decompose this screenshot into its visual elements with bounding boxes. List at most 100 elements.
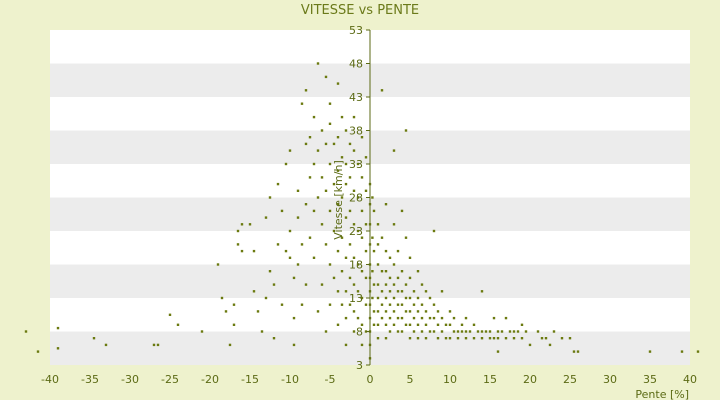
x-tick-label: 15: [483, 373, 497, 386]
data-point: [416, 310, 420, 313]
x-tick-label: -25: [161, 373, 179, 386]
data-point: [384, 203, 388, 206]
data-point: [520, 337, 524, 340]
data-point: [344, 343, 348, 347]
data-point: [156, 343, 160, 347]
data-point: [336, 82, 340, 85]
data-point: [336, 290, 340, 293]
data-point: [396, 303, 400, 306]
data-point: [252, 290, 256, 293]
data-point: [404, 296, 408, 300]
data-point: [280, 209, 284, 213]
data-point: [464, 316, 468, 320]
data-point: [416, 270, 420, 273]
data-point: [320, 283, 324, 286]
data-point: [320, 129, 324, 132]
data-point: [396, 316, 400, 320]
data-point: [344, 216, 348, 219]
x-tick-label: -35: [81, 373, 99, 386]
data-point: [240, 223, 244, 226]
data-point: [440, 316, 444, 320]
x-tick-label: -30: [121, 373, 139, 386]
data-point: [432, 229, 436, 233]
data-point: [392, 310, 396, 313]
data-point: [356, 196, 360, 199]
data-point: [316, 310, 320, 313]
data-point: [344, 290, 348, 293]
data-point: [408, 296, 412, 300]
data-point: [312, 115, 316, 119]
data-point: [460, 330, 464, 333]
data-point: [452, 316, 456, 320]
data-point: [324, 75, 328, 79]
data-point: [408, 323, 412, 326]
data-point: [396, 290, 400, 293]
data-point: [288, 229, 292, 233]
data-point: [384, 283, 388, 286]
data-point: [388, 276, 392, 280]
data-point: [428, 330, 432, 333]
data-point: [356, 229, 360, 233]
data-point: [476, 330, 480, 333]
data-point: [380, 290, 384, 293]
data-point: [371, 196, 374, 199]
data-point: [316, 62, 320, 65]
data-point: [416, 296, 420, 300]
data-point: [288, 149, 292, 152]
data-point: [400, 316, 404, 320]
data-point: [428, 316, 432, 320]
data-point: [364, 156, 368, 159]
data-point: [320, 223, 324, 226]
data-point: [392, 223, 396, 226]
y-tick-label: 18: [349, 259, 363, 272]
data-point: [376, 296, 380, 300]
data-point: [376, 243, 380, 246]
y-tick-label: 43: [349, 91, 363, 104]
data-point: [376, 337, 380, 340]
data-point: [400, 303, 404, 306]
data-point: [336, 169, 340, 172]
data-point: [360, 343, 364, 347]
data-point: [364, 189, 368, 192]
y-tick-label: 33: [349, 158, 363, 171]
data-point: [340, 236, 344, 239]
data-point: [356, 162, 360, 166]
data-point: [500, 330, 504, 333]
data-point: [304, 283, 308, 286]
data-point: [472, 337, 476, 340]
data-point: [364, 303, 368, 306]
data-point: [404, 129, 408, 132]
data-point: [176, 323, 180, 326]
data-point: [496, 350, 500, 353]
x-tick-label: 25: [563, 373, 577, 386]
data-point: [544, 337, 548, 340]
data-point: [316, 149, 320, 152]
data-point: [384, 337, 388, 340]
data-point: [336, 203, 340, 206]
data-point: [384, 249, 388, 253]
data-point: [540, 337, 544, 340]
data-point: [380, 303, 384, 306]
data-point: [360, 176, 364, 179]
data-point: [324, 330, 328, 333]
data-point: [388, 330, 392, 333]
x-tick-label: 40: [683, 373, 697, 386]
data-point: [216, 263, 220, 266]
data-point: [348, 276, 352, 280]
data-point: [408, 276, 412, 280]
data-point: [220, 296, 224, 300]
data-point: [344, 256, 348, 259]
data-point: [371, 270, 374, 273]
data-point: [396, 330, 400, 333]
data-point: [560, 337, 564, 340]
data-point: [56, 326, 60, 330]
data-point: [264, 296, 268, 300]
x-tick-label: -5: [325, 373, 336, 386]
data-point: [496, 330, 500, 333]
data-point: [404, 323, 408, 326]
data-point: [168, 313, 172, 316]
data-point: [396, 249, 400, 253]
data-point: [496, 337, 500, 340]
y-tick-labels: 53 48 43 38 33 28 23 18 13 8 3: [349, 24, 370, 372]
data-point: [264, 216, 268, 219]
